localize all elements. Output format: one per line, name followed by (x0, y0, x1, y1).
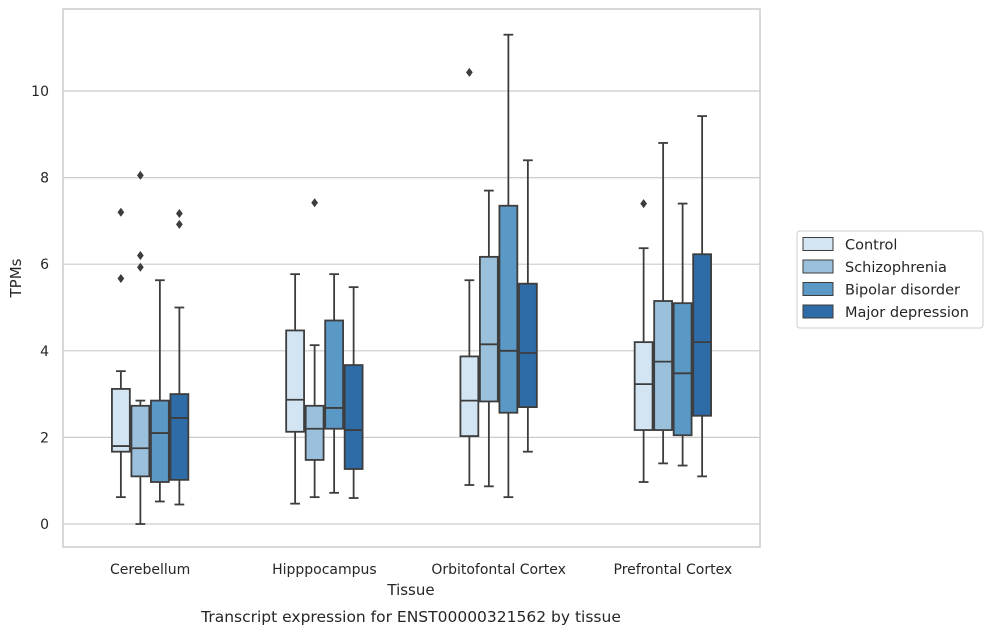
iqr-box (150, 399, 170, 483)
legend-label: Schizophrenia (845, 260, 947, 276)
box-2-3 (518, 159, 538, 453)
y-tick-label: 8 (40, 171, 49, 187)
iqr-box (343, 364, 364, 470)
y-tick-labels: 0 2 4 6 8 10 (31, 84, 49, 533)
series-1 (130, 142, 673, 525)
iqr-box (459, 355, 480, 438)
x-tick-label: Prefrontal Cortex (614, 562, 733, 578)
legend-swatch (802, 304, 834, 319)
legend-swatch (802, 282, 834, 296)
chart-caption: Transcript expression for ENST0000032156… (200, 608, 621, 626)
plot-frame (62, 8, 761, 548)
iqr-box (304, 404, 325, 461)
legend-swatch (802, 259, 834, 274)
outlier-point (137, 251, 144, 261)
boxes (111, 33, 712, 525)
legend-label: Bipolar disorder (845, 283, 960, 299)
box-1-2 (324, 273, 344, 494)
y-tick-label: 10 (31, 84, 49, 100)
x-tick-label: Cerebellum (110, 562, 190, 578)
iqr-box (479, 255, 499, 403)
outlier-point (176, 209, 183, 219)
iqr-box (111, 388, 131, 453)
box-0-3 (169, 209, 190, 506)
box-0-1 (130, 170, 151, 525)
box-1-0 (285, 273, 305, 505)
box-3-3 (692, 115, 712, 478)
x-tick-labels: Cerebellum Hipppocampus Orbitofontal Corte… (110, 562, 732, 578)
outlier-point (117, 273, 125, 283)
iqr-box (672, 302, 693, 437)
outlier-point (137, 170, 144, 180)
iqr-box (653, 300, 673, 431)
outlier-point (117, 207, 125, 217)
x-tick-label: Orbitofontal Cortex (431, 562, 566, 578)
box-2-0 (459, 67, 480, 486)
outlier-point (311, 198, 318, 208)
box-1-3 (343, 286, 364, 499)
iqr-box (633, 341, 654, 431)
outlier-point (137, 262, 144, 272)
iqr-box (324, 319, 344, 430)
legend-swatch (802, 237, 834, 251)
legend-label: Major depression (845, 305, 969, 321)
y-tick-label: 0 (40, 517, 49, 533)
y-tick-label: 4 (40, 344, 49, 360)
box-3-1 (653, 142, 673, 465)
box-1-1 (304, 198, 325, 499)
box-2-2 (498, 33, 519, 499)
x-tick-label: Hipppocampus (272, 562, 377, 578)
iqr-box (518, 282, 538, 408)
outlier-point (466, 67, 473, 77)
legend-label: Control (845, 238, 897, 254)
y-tick-label: 6 (40, 257, 49, 273)
outlier-point (176, 219, 183, 229)
y-tick-label: 2 (40, 430, 49, 446)
x-axis-title: Tissue (386, 581, 434, 599)
box-0-0 (111, 207, 131, 499)
outlier-point (640, 199, 647, 209)
iqr-box (498, 204, 519, 414)
iqr-box (130, 404, 151, 478)
box-3-2 (672, 202, 693, 467)
iqr-box (692, 253, 712, 417)
legend-frame (796, 230, 984, 329)
y-axis-title: TPMs (7, 258, 25, 298)
box-3-0 (633, 199, 654, 483)
legend: Control Schizophrenia Bipolar disorder Majo… (796, 230, 984, 329)
box-0-2 (150, 279, 170, 503)
series-0 (111, 67, 654, 505)
iqr-box (169, 393, 190, 481)
series-2 (150, 33, 693, 503)
iqr-box (285, 329, 305, 433)
series-3 (169, 115, 712, 506)
box-2-1 (479, 189, 499, 488)
